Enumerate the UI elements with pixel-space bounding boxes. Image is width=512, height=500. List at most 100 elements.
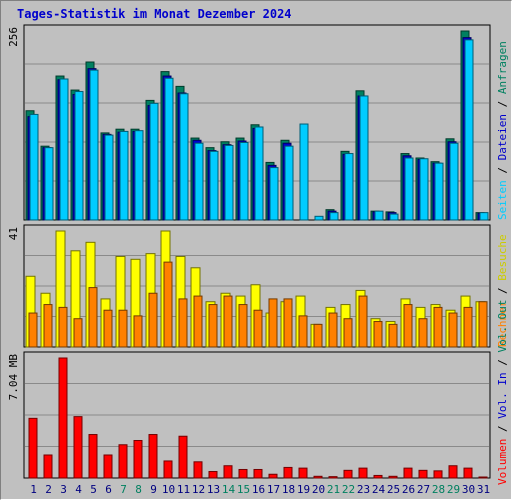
bar-seiten-day-14	[224, 144, 234, 221]
bar-rechner-day-3	[58, 306, 68, 348]
day-label-17: 17	[267, 483, 280, 496]
day-label-20: 20	[312, 483, 325, 496]
legend-separator: /	[496, 419, 509, 439]
bar-volumen-day-16	[253, 468, 263, 479]
bar-seiten-day-9	[149, 102, 159, 221]
day-label-3: 3	[60, 483, 67, 496]
panel-top: 256	[7, 24, 491, 221]
bar-volumen-day-24	[373, 474, 383, 479]
panel-middle: 41	[7, 224, 491, 348]
bar-rechner-day-16	[253, 309, 263, 348]
bar-rechner-day-4	[73, 318, 83, 348]
bar-seiten-day-11	[179, 93, 189, 221]
bar-volumen-day-15	[238, 468, 248, 479]
bar-rechner-day-13	[208, 304, 218, 348]
day-label-30: 30	[462, 483, 475, 496]
bar-seiten-day-12	[194, 142, 204, 221]
bar-seiten-day-31	[479, 212, 489, 221]
bar-seiten-day-24	[374, 210, 384, 221]
bar-seiten-day-29	[449, 142, 459, 221]
legend-separator: /	[496, 281, 509, 301]
bar-rechner-day-27	[418, 318, 428, 348]
bar-volumen-day-26	[403, 467, 413, 479]
bar-volumen-day-1	[28, 417, 38, 479]
bar-rechner-day-22	[343, 318, 353, 348]
legend-item-volumen: Volumen	[496, 439, 509, 485]
day-label-11: 11	[177, 483, 190, 496]
bar-volumen-day-4	[73, 416, 83, 479]
legend-item-seiten: Seiten	[496, 180, 509, 220]
day-label-31: 31	[477, 483, 490, 496]
bar-rechner-day-14	[223, 295, 233, 348]
bar-seiten-day-10	[164, 77, 174, 221]
bar-seiten-day-8	[134, 130, 144, 221]
bar-rechner-day-20	[313, 323, 323, 348]
bar-rechner-day-26	[403, 304, 413, 348]
bar-seiten-day-13	[209, 150, 219, 221]
bar-rechner-day-1	[28, 312, 38, 348]
bar-seiten-day-5	[89, 69, 99, 221]
bar-rechner-day-11	[178, 298, 188, 348]
day-label-25: 25	[387, 483, 400, 496]
bar-seiten-day-27	[419, 158, 429, 221]
legend-item-besuche: Besuche	[496, 234, 509, 280]
bar-rechner-day-8	[133, 315, 143, 348]
bar-seiten-day-21	[329, 212, 339, 221]
bar-volumen-day-31	[478, 476, 488, 479]
bar-rechner-day-9	[148, 292, 158, 348]
bar-seiten-day-17	[269, 167, 279, 221]
day-label-5: 5	[90, 483, 97, 496]
bar-seiten-day-25	[389, 213, 399, 221]
bar-rechner-day-21	[328, 312, 338, 348]
bar-volumen-day-8	[133, 440, 143, 479]
bar-seiten-day-2	[44, 147, 54, 221]
bar-volumen-day-9	[148, 434, 158, 479]
bar-volumen-day-28	[433, 470, 443, 479]
bar-seiten-day-3	[59, 78, 69, 221]
legend-item-rechner: Rechner	[496, 300, 509, 347]
bar-rechner-day-18	[283, 298, 293, 348]
bar-volumen-day-17	[268, 473, 278, 479]
day-label-13: 13	[207, 483, 220, 496]
day-label-28: 28	[432, 483, 445, 496]
bar-volumen-day-6	[103, 454, 113, 479]
bar-rechner-day-10	[163, 261, 173, 348]
bar-volumen-day-25	[388, 475, 398, 479]
bar-seiten-day-1	[29, 113, 39, 221]
day-label-21: 21	[327, 483, 340, 496]
bar-volumen-day-13	[208, 471, 218, 479]
bar-volumen-day-23	[358, 467, 368, 479]
bar-seiten-day-23	[359, 95, 369, 221]
day-label-27: 27	[417, 483, 430, 496]
bar-rechner-day-15	[238, 304, 248, 348]
bar-volumen-day-20	[313, 475, 323, 479]
day-label-6: 6	[105, 483, 112, 496]
bar-volumen-day-3	[58, 357, 68, 479]
bar-volumen-day-10	[163, 460, 173, 479]
day-label-24: 24	[372, 483, 386, 496]
bar-rechner-day-28	[433, 306, 443, 348]
bar-rechner-day-23	[358, 295, 368, 348]
y-max-label: 7.04 MB	[7, 354, 20, 401]
bar-volumen-day-5	[88, 434, 98, 479]
bar-volumen-day-18	[283, 466, 293, 479]
bar-volumen-day-27	[418, 469, 428, 479]
day-label-10: 10	[162, 483, 175, 496]
bar-volumen-day-21	[328, 476, 338, 479]
day-label-15: 15	[237, 483, 250, 496]
bar-volumen-day-22	[343, 469, 353, 479]
bar-seiten-day-7	[119, 130, 129, 221]
bar-rechner-day-19	[298, 315, 308, 348]
day-label-9: 9	[150, 483, 157, 496]
legend-item-vol--out: Vol. Out	[496, 300, 509, 353]
legend-separator: /	[496, 94, 509, 114]
bar-seiten-day-18	[284, 145, 294, 221]
bar-rechner-day-5	[88, 287, 98, 348]
legend-bottom: Volumen / Vol. In / Vol. Out	[496, 300, 509, 485]
bar-seiten-day-19	[299, 123, 309, 221]
bar-rechner-day-24	[373, 321, 383, 348]
bar-volumen-day-7	[118, 444, 128, 479]
chart-title: Tages-Statistik im Monat Dezember 2024	[17, 7, 292, 21]
bar-seiten-day-20	[314, 215, 324, 221]
day-label-18: 18	[282, 483, 295, 496]
